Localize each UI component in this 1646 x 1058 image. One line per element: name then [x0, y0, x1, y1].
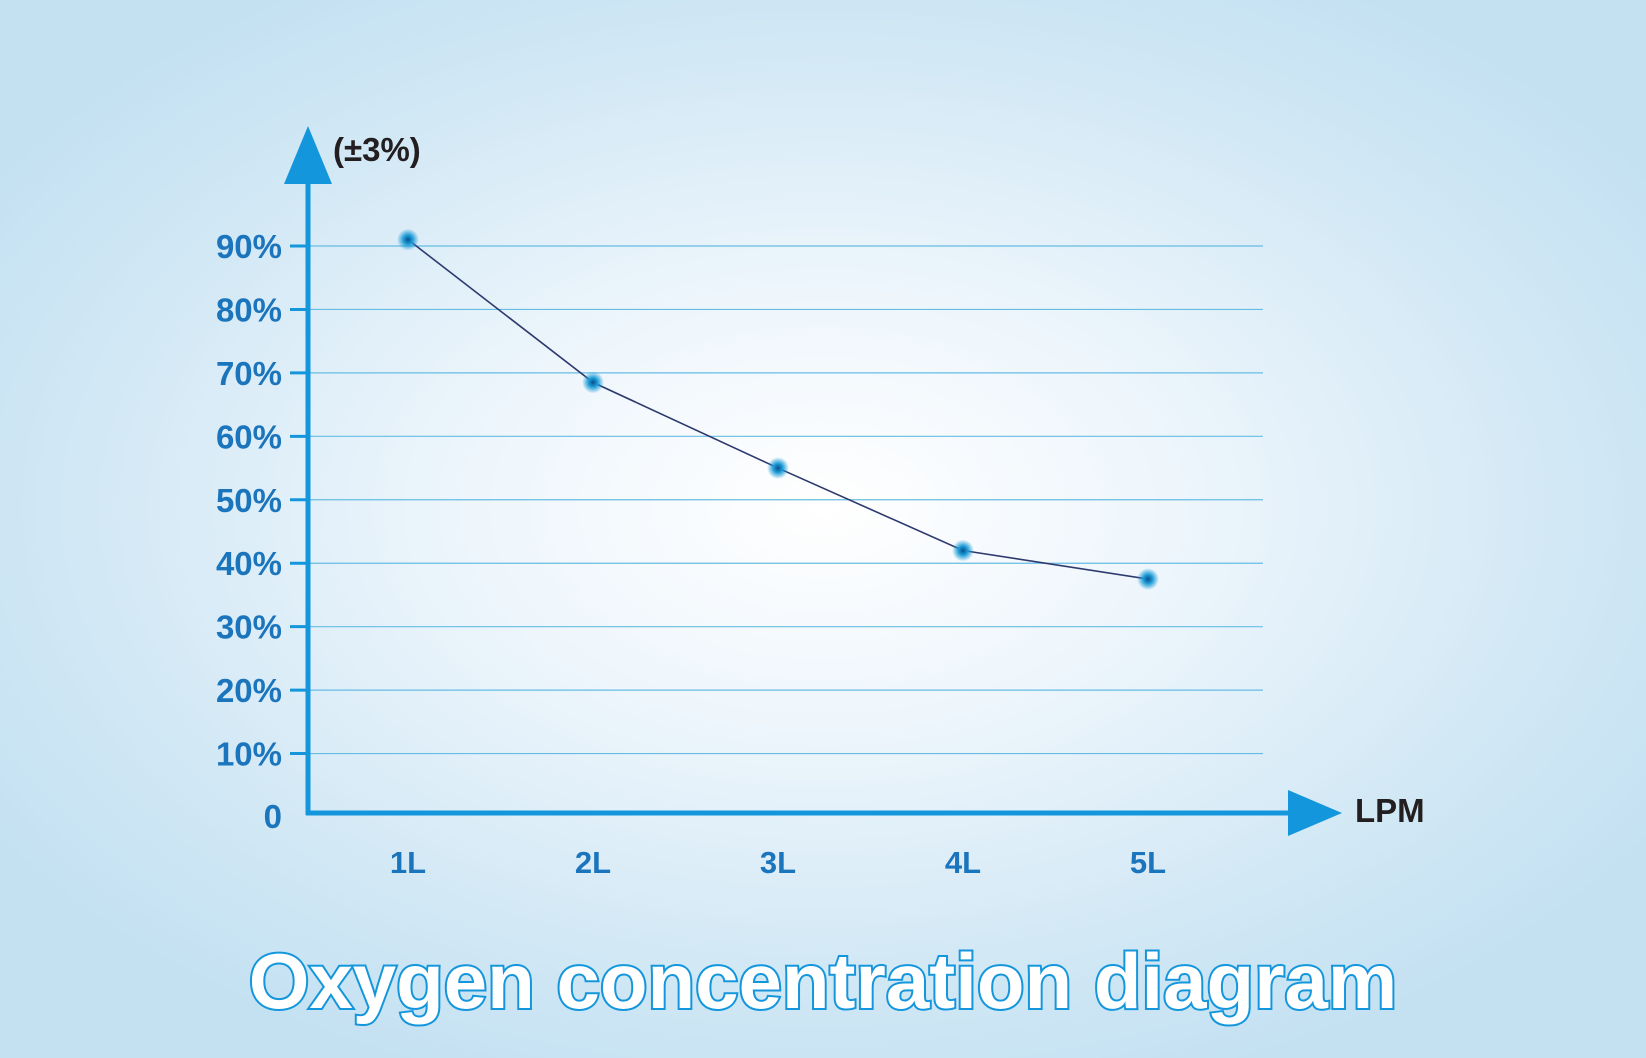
x-tick-label: 5L — [1130, 845, 1166, 880]
x-tick-label: 1L — [390, 845, 426, 880]
x-axis-arrowhead — [1288, 790, 1342, 836]
y-tick-label: 40% — [216, 545, 282, 582]
y-axis-unit-label: (±3%) — [333, 131, 421, 168]
data-point — [397, 228, 419, 251]
y-tick-label: 20% — [216, 672, 282, 709]
y-tick-label: 50% — [216, 482, 282, 519]
y-tick-label: 80% — [216, 291, 282, 328]
x-axis-unit-label: LPM — [1355, 792, 1425, 829]
y-tick-label: 10% — [216, 736, 282, 773]
grid-lines — [290, 244, 1263, 756]
y-axis-arrowhead — [284, 126, 332, 184]
x-tick-label: 2L — [575, 845, 611, 880]
y-tick-label: 60% — [216, 418, 282, 455]
data-point — [582, 371, 604, 394]
y-tick-label: 30% — [216, 609, 282, 646]
y-tick-label: 0 — [264, 798, 282, 835]
chart-title: Oxygen concentration diagram — [249, 937, 1398, 1025]
x-tick-label: 3L — [760, 845, 796, 880]
series — [397, 228, 1159, 591]
axes — [284, 126, 1342, 836]
y-tick-label: 70% — [216, 355, 282, 392]
data-point — [952, 539, 974, 562]
data-point — [767, 457, 789, 480]
y-tick-labels: 0 10% 20% 30% 40% 50% 60% 70% 80% 90% — [216, 228, 282, 835]
x-tick-labels: 1L 2L 3L 4L 5L — [390, 845, 1166, 880]
data-point — [1137, 568, 1159, 591]
x-tick-label: 4L — [945, 845, 981, 880]
series-line — [407, 239, 1149, 580]
y-tick-label: 90% — [216, 228, 282, 265]
